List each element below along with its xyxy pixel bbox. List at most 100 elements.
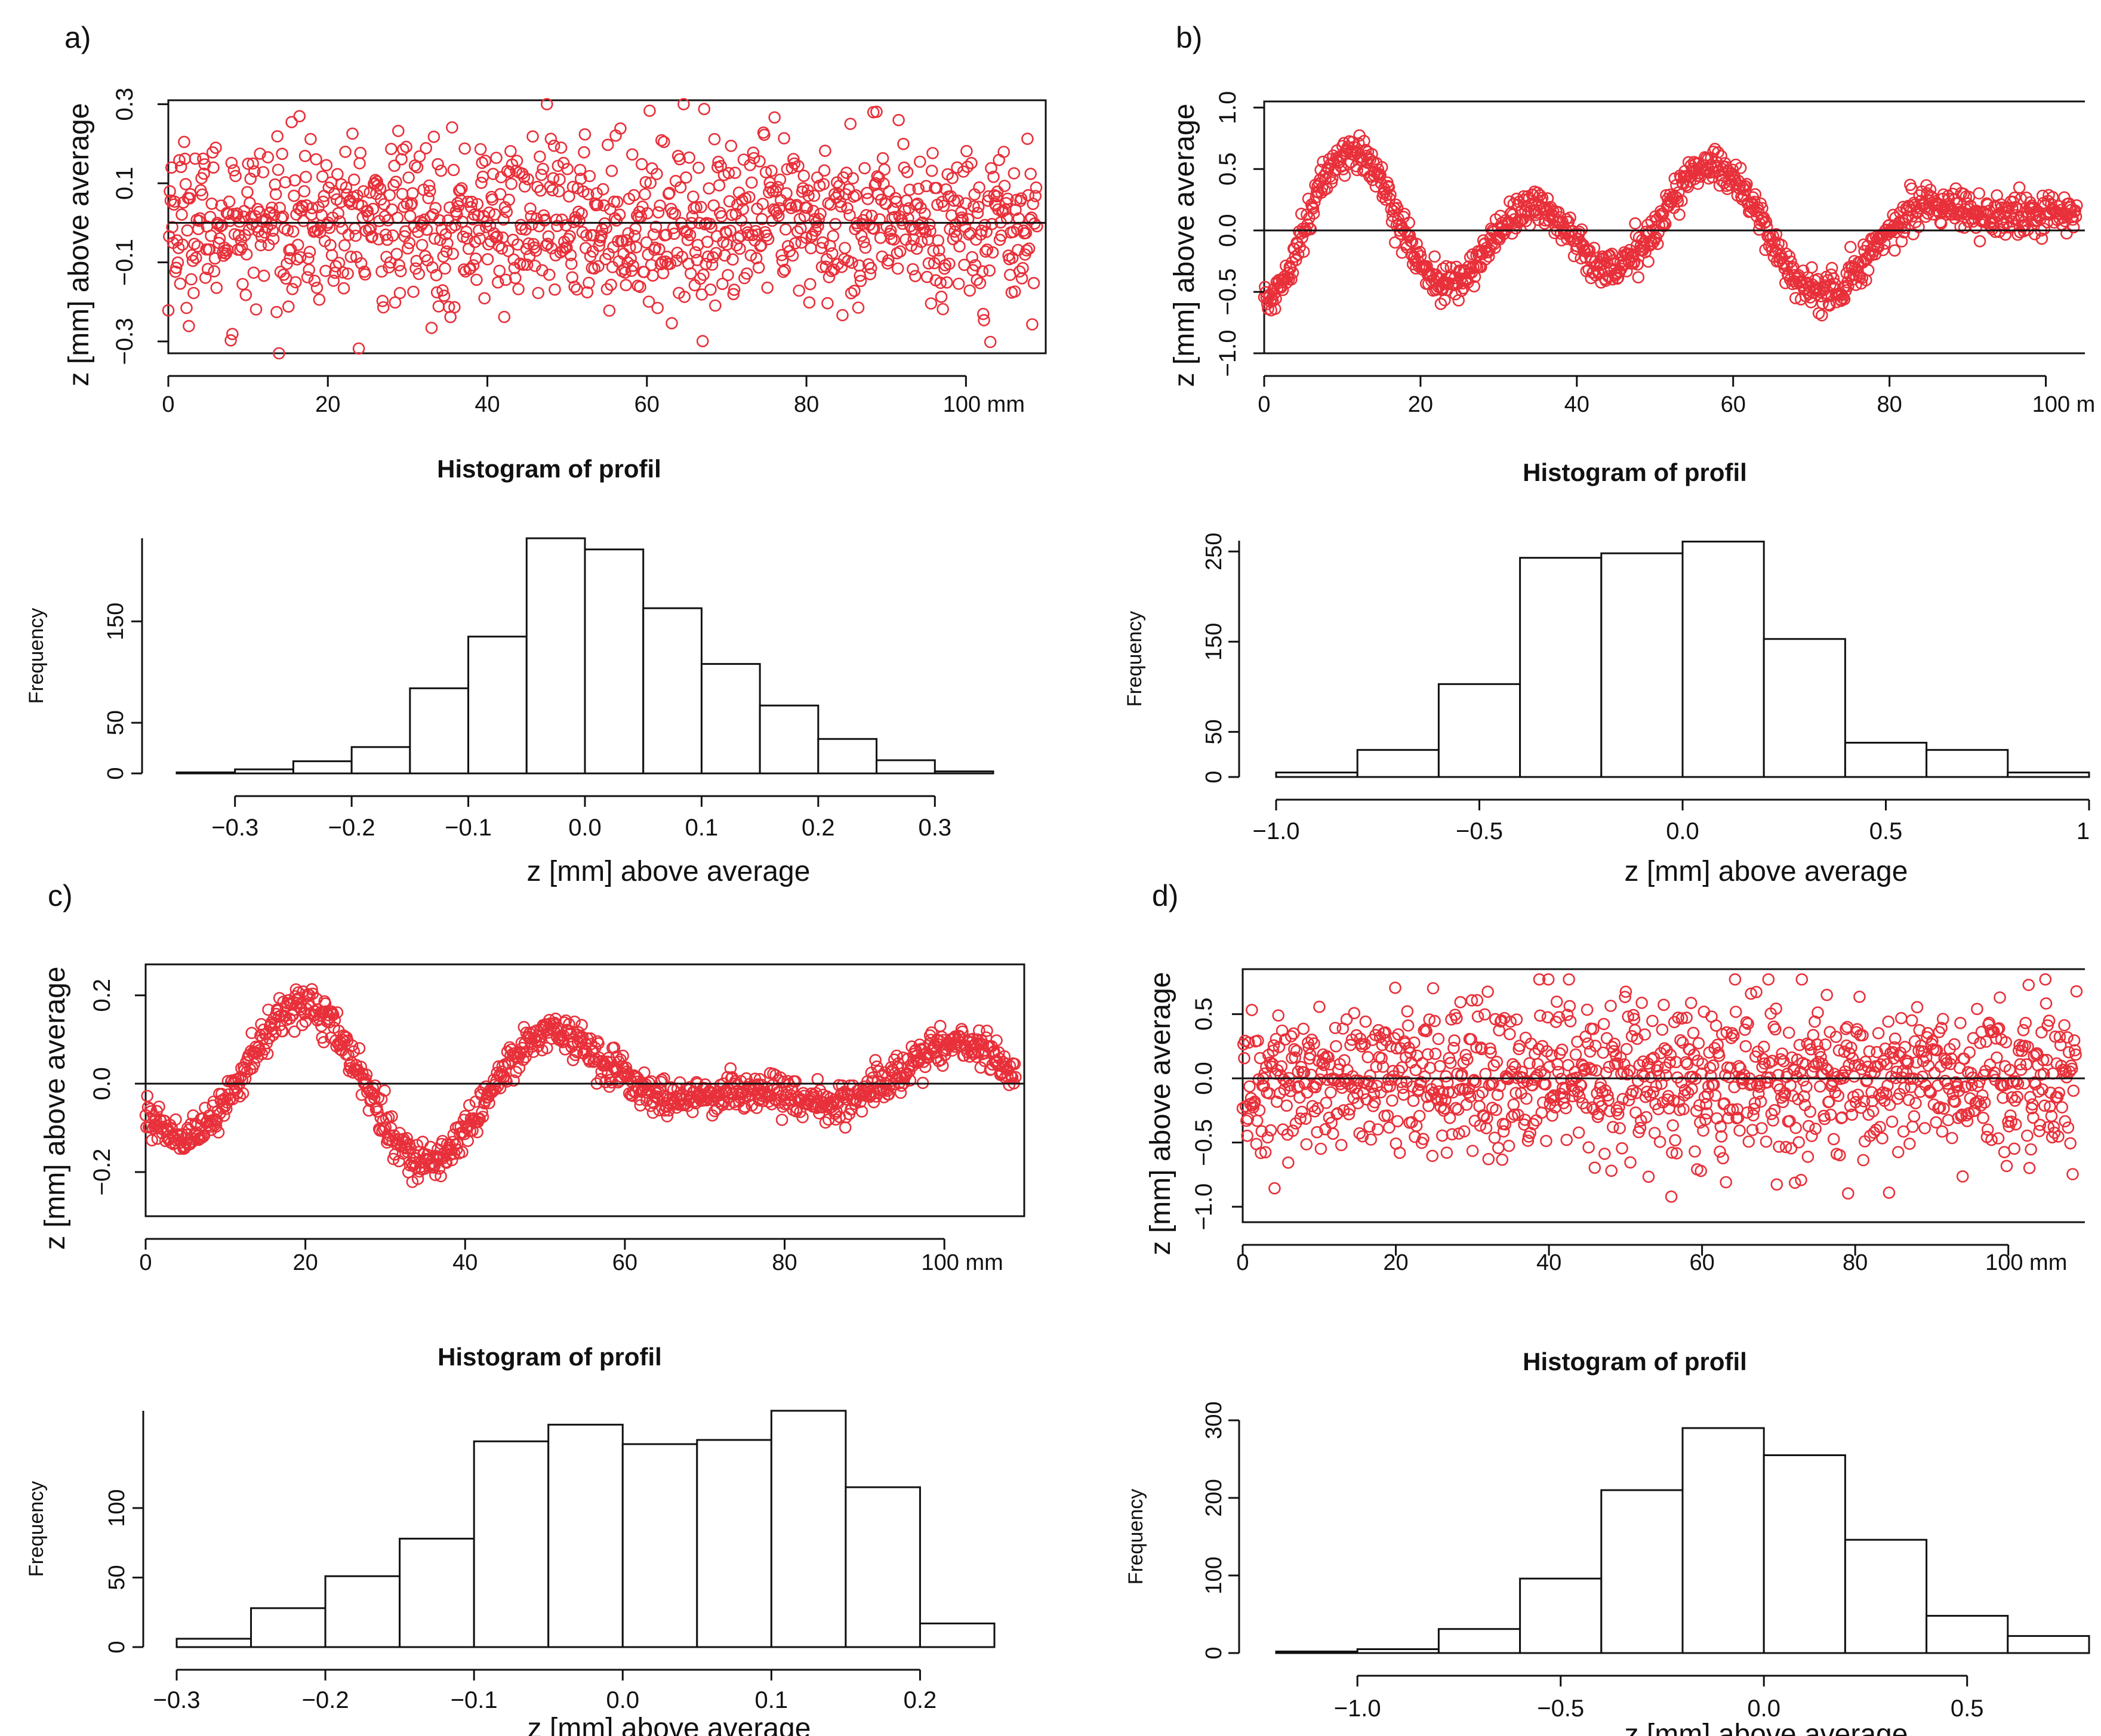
data-point: [601, 138, 614, 151]
data-point: [592, 1037, 605, 1050]
data-point: [1758, 1057, 1771, 1070]
data-point: [1483, 250, 1495, 263]
data-point: [481, 253, 494, 266]
data-point: [1916, 1070, 1929, 1083]
data-point: [1653, 1069, 1666, 1082]
data-point: [547, 139, 560, 152]
data-point: [1527, 1118, 1540, 1130]
data-point: [360, 1068, 373, 1081]
data-point: [1956, 1170, 1969, 1183]
x-tick-label: −1.0: [1334, 1695, 1381, 1722]
data-point: [196, 152, 210, 165]
data-point: [162, 304, 175, 317]
data-point: [1583, 1062, 1596, 1074]
data-point: [1324, 1086, 1337, 1099]
x-tick-label: −0.5: [1456, 818, 1503, 844]
data-point: [2019, 1016, 2032, 1029]
data-point: [286, 1009, 299, 1022]
data-point: [1418, 1070, 1431, 1083]
data-point: [388, 159, 401, 172]
data-point: [210, 1120, 223, 1133]
data-point: [1498, 1012, 1511, 1025]
data-point: [208, 265, 221, 277]
data-point: [1589, 1040, 1602, 1052]
data-point: [1973, 235, 1986, 248]
data-point: [1776, 1096, 1789, 1108]
data-point: [611, 195, 624, 208]
data-point: [1533, 189, 1547, 202]
data-point: [207, 161, 220, 174]
data-point: [1827, 272, 1840, 285]
data-point: [1698, 1006, 1711, 1018]
data-point: [1732, 1111, 1745, 1124]
data-point: [2000, 1036, 2012, 1049]
data-point: [2008, 1142, 2020, 1155]
data-point: [1268, 1182, 1281, 1195]
data-point: [575, 207, 588, 220]
y-tick-label: 150: [1202, 623, 1227, 661]
data-point: [1273, 1041, 1286, 1053]
data-point: [1767, 1114, 1779, 1127]
data-point: [1783, 1115, 1796, 1127]
data-point: [1760, 220, 1773, 233]
y-tick-label: 0.0: [1191, 1062, 1217, 1095]
data-point: [870, 106, 883, 118]
data-point: [972, 201, 985, 213]
data-point: [1824, 1108, 1837, 1121]
data-point: [1768, 1104, 1781, 1117]
data-point: [1882, 1015, 1894, 1028]
data-point: [1949, 1096, 1961, 1108]
data-point: [403, 236, 416, 249]
data-point: [1469, 1075, 1482, 1089]
data-point: [1642, 255, 1655, 268]
data-point: [710, 246, 722, 260]
data-point: [1562, 1059, 1575, 1072]
data-point: [1552, 1011, 1566, 1023]
data-point: [1482, 1153, 1495, 1165]
data-point: [1308, 1037, 1320, 1050]
data-point: [268, 1016, 281, 1029]
data-point: [855, 229, 868, 242]
data-point: [1891, 1146, 1905, 1158]
data-point: [956, 1025, 969, 1038]
data-point: [306, 202, 319, 215]
data-point: [423, 184, 436, 198]
data-point: [689, 246, 702, 259]
data-point: [1563, 973, 1575, 986]
data-point: [923, 218, 936, 231]
data-point: [308, 275, 321, 287]
data-point: [1804, 295, 1817, 309]
data-point: [530, 212, 543, 225]
data-point: [464, 201, 478, 214]
histogram-bar: [696, 1439, 772, 1648]
data-point: [332, 207, 345, 220]
data-point: [1542, 973, 1555, 986]
data-point: [652, 206, 665, 219]
data-point: [864, 267, 877, 280]
data-point: [630, 240, 643, 254]
data-point: [328, 1014, 341, 1026]
data-point: [1635, 997, 1648, 1009]
data-point: [473, 224, 485, 237]
data-point: [604, 1074, 617, 1086]
data-point: [1381, 1109, 1394, 1122]
data-point: [427, 208, 439, 221]
data-point: [1945, 1052, 1958, 1065]
data-point: [334, 215, 346, 228]
data-point: [2043, 1015, 2056, 1027]
data-point: [1365, 1081, 1378, 1093]
data-point: [871, 170, 884, 183]
data-point: [695, 201, 707, 214]
data-point: [1242, 1036, 1255, 1049]
data-point: [1393, 1065, 1406, 1077]
data-point: [1795, 973, 1809, 986]
data-point: [522, 172, 534, 186]
data-point: [1934, 217, 1948, 230]
data-point: [1598, 1148, 1611, 1160]
data-point: [1246, 1004, 1258, 1016]
data-point: [2048, 1126, 2061, 1139]
data-point: [815, 242, 828, 255]
data-point: [976, 265, 989, 278]
data-point: [390, 175, 402, 189]
data-point: [509, 272, 522, 285]
